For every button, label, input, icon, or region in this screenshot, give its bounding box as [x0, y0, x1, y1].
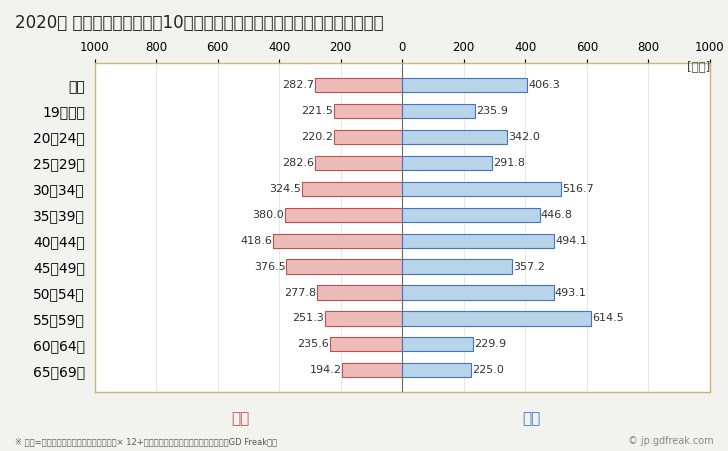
Text: 225.0: 225.0 [472, 365, 505, 375]
Bar [286, 259, 402, 274]
Text: © jp.gdfreak.com: © jp.gdfreak.com [628, 437, 713, 446]
Bar [402, 259, 512, 274]
Bar [402, 363, 472, 377]
Text: 男性: 男性 [522, 411, 541, 426]
Text: ※ 年収=「きまって支給する現金給与額」× 12+「年間賞与その他特別給与額」としてGD Freak推計: ※ 年収=「きまって支給する現金給与額」× 12+「年間賞与その他特別給与額」と… [15, 437, 277, 446]
Bar [302, 182, 402, 196]
Text: 342.0: 342.0 [508, 132, 540, 142]
Bar [285, 207, 402, 222]
Bar [315, 78, 402, 92]
Bar [342, 363, 402, 377]
Text: 446.8: 446.8 [541, 210, 572, 220]
Text: 235.6: 235.6 [297, 339, 329, 350]
Text: 235.9: 235.9 [475, 106, 507, 116]
Text: 251.3: 251.3 [292, 313, 324, 323]
Bar [402, 285, 554, 299]
Bar [334, 130, 402, 144]
Bar [402, 182, 561, 196]
Bar [402, 130, 507, 144]
Text: 357.2: 357.2 [513, 262, 545, 272]
Text: 277.8: 277.8 [284, 288, 316, 298]
Text: 516.7: 516.7 [562, 184, 594, 194]
Bar [402, 311, 591, 326]
Text: 406.3: 406.3 [528, 80, 560, 90]
Text: 380.0: 380.0 [253, 210, 285, 220]
Bar [330, 337, 402, 351]
Bar [402, 104, 475, 118]
Text: 220.2: 220.2 [301, 132, 333, 142]
Bar [317, 285, 402, 299]
Text: 282.7: 282.7 [282, 80, 314, 90]
Text: [万円]: [万円] [687, 61, 710, 74]
Text: 2020年 民間企業（従業者数10人以上）フルタイム労働者の男女別平均年収: 2020年 民間企業（従業者数10人以上）フルタイム労働者の男女別平均年収 [15, 14, 383, 32]
Bar [274, 234, 402, 248]
Text: 324.5: 324.5 [269, 184, 301, 194]
Bar [402, 156, 492, 170]
Text: 418.6: 418.6 [241, 236, 272, 246]
Text: 229.9: 229.9 [474, 339, 506, 350]
Bar [402, 337, 473, 351]
Bar [402, 207, 539, 222]
Text: 494.1: 494.1 [555, 236, 587, 246]
Text: 291.8: 291.8 [493, 158, 525, 168]
Bar [402, 78, 527, 92]
Text: 614.5: 614.5 [592, 313, 624, 323]
Bar [334, 104, 402, 118]
Text: 221.5: 221.5 [301, 106, 333, 116]
Bar [315, 156, 402, 170]
Text: 194.2: 194.2 [309, 365, 341, 375]
Text: 女性: 女性 [231, 411, 250, 426]
Bar [325, 311, 402, 326]
Text: 493.1: 493.1 [555, 288, 587, 298]
Text: 376.5: 376.5 [254, 262, 285, 272]
Text: 282.6: 282.6 [282, 158, 314, 168]
Bar [402, 234, 554, 248]
